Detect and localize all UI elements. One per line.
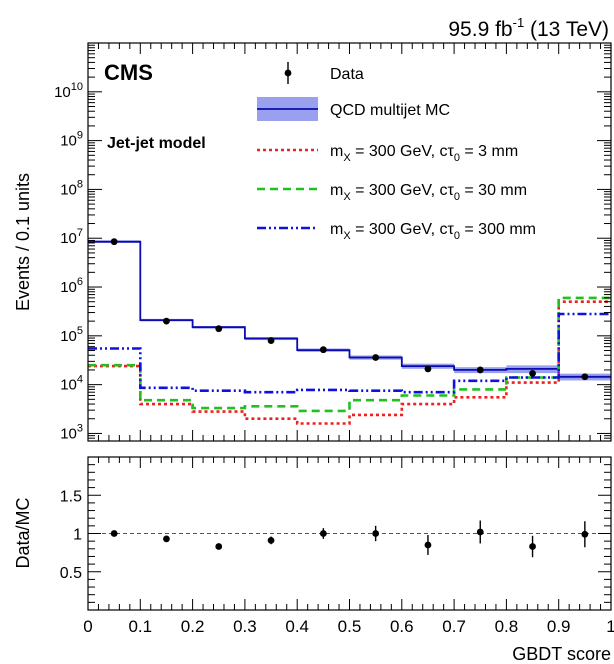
x-tick-label: 1 bbox=[606, 617, 614, 636]
y-tick-exp: 7 bbox=[77, 227, 83, 239]
y-tick-base: 10 bbox=[60, 181, 77, 198]
x-tick-label: 0.3 bbox=[233, 617, 257, 636]
x-tick-label: 0.7 bbox=[442, 617, 466, 636]
data-point bbox=[110, 238, 118, 246]
data-point bbox=[476, 366, 484, 374]
mc-step-line bbox=[88, 240, 611, 378]
y-tick-base: 10 bbox=[60, 230, 77, 247]
x-tick-label: 0.9 bbox=[547, 617, 571, 636]
y-tick-base: 10 bbox=[54, 84, 71, 101]
data-point bbox=[319, 346, 327, 354]
y-tick-label: 104 bbox=[60, 374, 83, 394]
lumi-value: 95.9 fb bbox=[448, 18, 512, 41]
ratio-point bbox=[529, 543, 536, 550]
legend-label-part: m bbox=[330, 182, 343, 199]
x-tick-label: 0.2 bbox=[181, 617, 205, 636]
legend-label: mX = 300 GeV, cτ0 = 30 mm bbox=[330, 182, 527, 203]
y-tick-exp: 9 bbox=[77, 130, 83, 142]
legend-label-part: = 30 mm bbox=[460, 182, 527, 199]
ratio-point bbox=[110, 530, 118, 537]
x-tick-label: 0.1 bbox=[128, 617, 152, 636]
y-tick-label: 107 bbox=[60, 227, 83, 247]
model-label: Jet-jet model bbox=[107, 135, 206, 152]
y-tick-base: 10 bbox=[60, 328, 77, 345]
cms-label: CMS bbox=[104, 60, 153, 85]
legend-label-part: m bbox=[330, 221, 343, 238]
legend-label-part: X bbox=[343, 152, 351, 164]
y-axis-label-ratio: Data/MC bbox=[13, 497, 33, 568]
ratio-point bbox=[476, 528, 484, 536]
y-tick-label: 103 bbox=[60, 422, 83, 442]
data-point bbox=[267, 337, 275, 344]
data-point bbox=[215, 325, 223, 333]
legend-label-part: 0 bbox=[454, 230, 460, 242]
legend-data-marker bbox=[284, 69, 292, 77]
x-tick-label: 0.5 bbox=[338, 617, 362, 636]
y-tick-base: 10 bbox=[60, 279, 77, 296]
lumi-energy: (13 TeV) bbox=[524, 18, 609, 41]
ratio-y-tick-label: 1.5 bbox=[60, 488, 82, 505]
y-tick-label: 109 bbox=[60, 130, 83, 150]
y-tick-label: 106 bbox=[60, 276, 83, 296]
legend-label-part: = 300 GeV, cτ bbox=[351, 221, 455, 238]
ratio-point bbox=[267, 536, 275, 544]
ratio-y-tick-label: 1 bbox=[73, 527, 82, 544]
x-tick-label: 0.4 bbox=[285, 617, 309, 636]
lumi-label: 95.9 fb-1 (13 TeV) bbox=[448, 15, 609, 41]
legend-label-part: X bbox=[343, 230, 351, 242]
ratio-point bbox=[163, 535, 170, 543]
data-point bbox=[529, 369, 536, 377]
y-tick-base: 10 bbox=[60, 425, 77, 442]
legend-label: mX = 300 GeV, cτ0 = 3 mm bbox=[330, 143, 518, 164]
legend-label-part: = 3 mm bbox=[460, 143, 518, 160]
legend-label-part: = 300 GeV, cτ bbox=[351, 143, 455, 160]
ratio-point bbox=[319, 530, 327, 537]
y-tick-base: 10 bbox=[60, 133, 77, 150]
y-tick-label: 1010 bbox=[54, 81, 83, 101]
ratio-point bbox=[424, 541, 432, 549]
ratio-point bbox=[372, 530, 380, 537]
y-tick-exp: 8 bbox=[77, 178, 83, 190]
y-tick-label: 108 bbox=[60, 178, 83, 198]
y-tick-exp: 4 bbox=[77, 374, 83, 386]
signal-300mm-line bbox=[88, 312, 611, 394]
legend-label-part: 0 bbox=[454, 191, 460, 203]
y-tick-exp: 5 bbox=[77, 325, 83, 337]
x-tick-label: 0.6 bbox=[390, 617, 414, 636]
legend-label: QCD multijet MC bbox=[330, 102, 450, 119]
data-point bbox=[581, 373, 589, 381]
x-tick-label: 0.8 bbox=[495, 617, 519, 636]
y-tick-exp: 10 bbox=[71, 81, 83, 93]
legend-label-part: = 300 GeV, cτ bbox=[351, 182, 455, 199]
ratio-point bbox=[215, 543, 223, 550]
x-tick-label: 0 bbox=[83, 617, 92, 636]
legend-label-part: X bbox=[343, 191, 351, 203]
x-axis-label: GBDT score bbox=[512, 644, 611, 664]
data-point bbox=[163, 317, 170, 325]
y-tick-base: 10 bbox=[60, 377, 77, 394]
ratio-point bbox=[581, 530, 589, 538]
legend-label-part: 0 bbox=[454, 152, 460, 164]
lumi-exponent: -1 bbox=[513, 15, 525, 30]
data-point bbox=[372, 354, 380, 361]
legend-label-part: = 300 mm bbox=[460, 221, 536, 238]
y-tick-exp: 3 bbox=[77, 422, 83, 434]
y-tick-exp: 6 bbox=[77, 276, 83, 288]
data-point bbox=[424, 365, 432, 373]
ratio-panel: 0.5 1 1.5 0 0.1 0.2 0.3 0.4 0.5 0.6 0.7 0.8 0.9 1 bbox=[60, 456, 614, 636]
y-axis-label-main: Events / 0.1 units bbox=[13, 173, 33, 311]
ratio-y-tick-label: 0.5 bbox=[60, 565, 82, 582]
legend-label-part: m bbox=[330, 143, 343, 160]
legend-label: Data bbox=[330, 66, 364, 83]
y-tick-label: 105 bbox=[60, 325, 83, 345]
legend-label: mX = 300 GeV, cτ0 = 300 mm bbox=[330, 221, 536, 242]
